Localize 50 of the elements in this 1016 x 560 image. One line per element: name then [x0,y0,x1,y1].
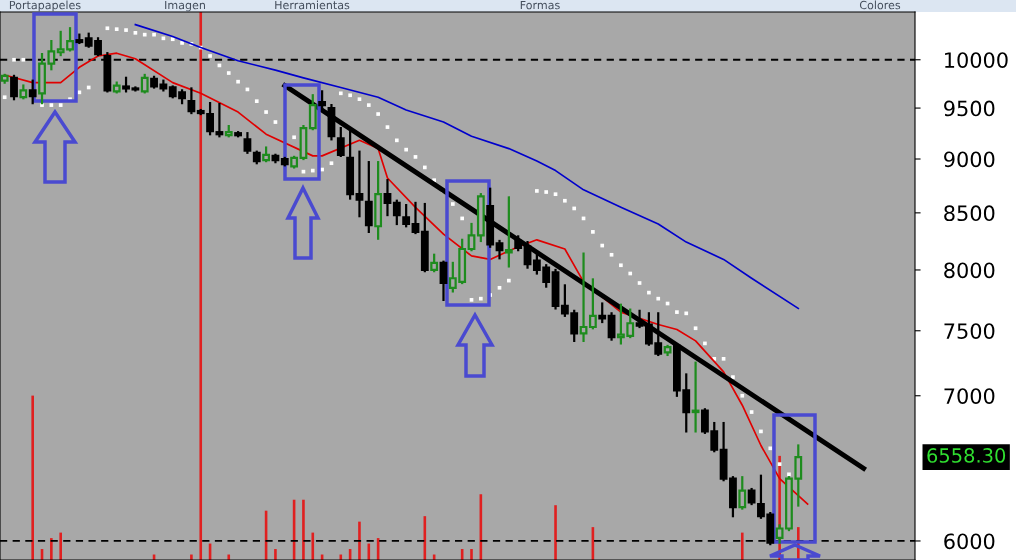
text: Herramientas [275,0,350,10]
candlestick [598,302,607,324]
text: Portapapeles [9,0,81,12]
candlestick [411,201,420,235]
candlestick [364,161,373,233]
bar [358,521,361,560]
y-tick-label: 8000 [944,262,995,279]
candlestick [635,309,644,329]
y-tick-label: 7500 [944,323,995,339]
y-tick-label: 10000 [945,52,1008,68]
candlestick [439,260,448,301]
candlestick [607,312,616,341]
bar [302,499,305,560]
candlestick [402,204,411,228]
candlestick [691,361,700,433]
candlestick [243,132,252,154]
text: 6558.30 [927,448,1006,463]
y-tick-label: 6000 [944,533,995,550]
bar [59,532,62,560]
candlestick [28,79,37,105]
candlestick [215,103,224,138]
text: Colores [859,0,901,10]
bar [311,532,315,560]
candlestick [336,127,345,157]
line-series [134,23,800,310]
candlestick [467,222,476,252]
y-tick-label: 9000 [944,151,995,168]
candlestick [10,74,18,101]
bar [367,543,371,560]
candlestick [392,199,401,226]
bar [470,549,473,560]
y-tick-label: 9500 [944,100,995,117]
text: Imagen [165,0,205,12]
candlestick [383,179,392,217]
candlestick [579,252,588,342]
bar [554,505,557,560]
candlestick [308,94,317,131]
y-tick-label: 7000 [944,388,995,404]
bar [274,549,277,560]
bar [740,532,744,560]
candlestick [738,476,747,510]
bar [50,538,53,560]
y-tick-label: 8500 [944,205,995,222]
text: Formas [520,0,560,10]
candlestick [588,278,597,330]
bar [31,395,34,560]
candlestick [504,196,513,268]
bar [199,12,203,560]
candlestick [187,87,196,115]
candlestick [355,150,364,218]
